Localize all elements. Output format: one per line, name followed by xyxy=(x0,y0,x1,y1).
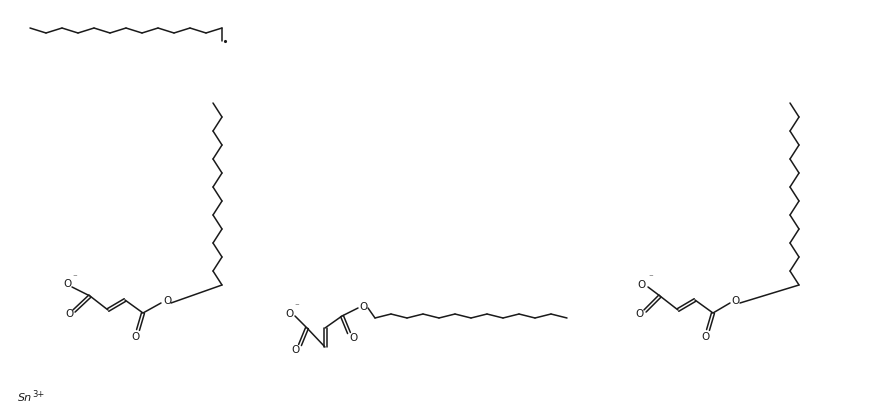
Text: O: O xyxy=(285,309,293,319)
Text: O: O xyxy=(65,309,73,319)
Text: O: O xyxy=(291,345,299,355)
Text: O: O xyxy=(131,332,139,342)
Text: Sn: Sn xyxy=(18,393,32,403)
Text: O: O xyxy=(701,332,709,342)
Text: O: O xyxy=(63,279,71,289)
Text: 3+: 3+ xyxy=(32,390,44,398)
Text: O: O xyxy=(350,333,358,343)
Text: O: O xyxy=(732,296,740,306)
Text: O: O xyxy=(163,296,171,306)
Text: ⁻: ⁻ xyxy=(295,303,300,312)
Text: ⁻: ⁻ xyxy=(648,273,653,283)
Text: O: O xyxy=(636,309,644,319)
Text: O: O xyxy=(638,280,647,290)
Text: ⁻: ⁻ xyxy=(73,273,77,283)
Text: O: O xyxy=(360,302,368,312)
